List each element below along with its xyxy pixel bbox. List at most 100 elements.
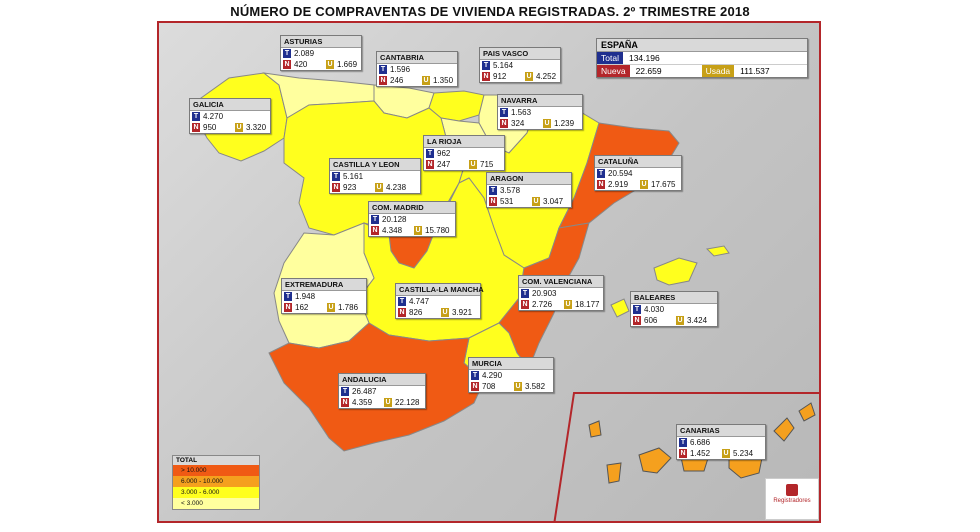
- logo-mark-icon: [786, 484, 798, 496]
- usada-tag: U: [514, 382, 522, 391]
- nueva-tag: N: [489, 197, 497, 206]
- registradores-logo: Registradores: [765, 478, 819, 520]
- region-nueva-value: 1.452: [690, 449, 711, 458]
- region-shape-canarias-6[interactable]: [773, 417, 795, 442]
- nueva-tag: N: [341, 398, 349, 407]
- region-shape-baleares-menorca[interactable]: [705, 245, 730, 257]
- region-shape-canarias-2[interactable]: [606, 462, 622, 484]
- region-usada-value: 1.669: [337, 60, 358, 69]
- region-total-row: T 6.686: [677, 437, 765, 448]
- usada-tag: U: [375, 183, 383, 192]
- region-nueva-value: 923: [343, 183, 357, 192]
- region-box-murcia: MURCIA T 4.290 N 708 U 3.582: [468, 357, 554, 393]
- region-usada-value: 1.239: [554, 119, 575, 128]
- region-name: CANTABRIA: [377, 52, 457, 64]
- espana-total-label: Total: [597, 52, 623, 64]
- legend: TOTAL > 10.000 6.000 - 10.000 3.000 - 6.…: [172, 455, 260, 510]
- usada-tag: U: [384, 398, 392, 407]
- region-shape-canarias-7[interactable]: [798, 402, 816, 422]
- region-total-row: T 4.030: [631, 304, 717, 315]
- region-total-row: T 962: [424, 148, 504, 159]
- region-total-value: 26.487: [352, 387, 377, 396]
- total-tag: T: [426, 149, 434, 158]
- region-nueva-usada-row: N 826 U 3.921: [396, 307, 480, 318]
- region-name: GALICIA: [190, 99, 270, 111]
- region-shape-baleares-mallorca[interactable]: [653, 257, 698, 286]
- region-shape-canarias-3[interactable]: [638, 447, 672, 474]
- region-box-madrid: COM. MADRID T 20.128 N 4.348 U 15.780: [368, 201, 456, 237]
- canarias-inset-border: [553, 392, 819, 521]
- region-usada-value: 1.786: [338, 303, 359, 312]
- region-total-value: 1.948: [295, 292, 316, 301]
- region-total-row: T 1.596: [377, 64, 457, 75]
- region-total-row: T 4.270: [190, 111, 270, 122]
- map-title: NÚMERO DE COMPRAVENTAS DE VIVIENDA REGIS…: [230, 4, 750, 19]
- total-tag: T: [332, 172, 340, 181]
- region-box-canarias: CANARIAS T 6.686 N 1.452 U 5.234: [676, 424, 766, 460]
- region-name: PAIS VASCO: [480, 48, 560, 60]
- region-nueva-usada-row: N 923 U 4.238: [330, 182, 420, 193]
- region-shape-canarias-1[interactable]: [588, 420, 602, 438]
- espana-title: ESPAÑA: [597, 39, 807, 52]
- usada-tag: U: [543, 119, 551, 128]
- region-name: COM. VALENCIANA: [519, 276, 603, 288]
- region-box-asturias: ASTURIAS T 2.089 N 420 U 1.669: [280, 35, 362, 71]
- region-nueva-usada-row: N 246 U 1.350: [377, 75, 457, 86]
- region-nueva-value: 4.359: [352, 398, 373, 407]
- usada-tag: U: [422, 76, 430, 85]
- total-tag: T: [482, 61, 490, 70]
- region-total-row: T 20.594: [595, 168, 681, 179]
- region-total-value: 4.290: [482, 371, 503, 380]
- total-tag: T: [597, 169, 605, 178]
- nueva-tag: N: [471, 382, 479, 391]
- legend-item: 6.000 - 10.000: [173, 476, 259, 487]
- region-box-navarra: NAVARRA T 1.563 N 324 U 1.239: [497, 94, 583, 130]
- region-usada-value: 4.252: [536, 72, 557, 81]
- legend-item: > 10.000: [173, 465, 259, 476]
- region-box-cantabria: CANTABRIA T 1.596 N 246 U 1.350: [376, 51, 458, 87]
- region-nueva-usada-row: N 324 U 1.239: [498, 118, 582, 129]
- region-total-row: T 4.747: [396, 296, 480, 307]
- region-shape-baleares-ibiza[interactable]: [610, 298, 630, 318]
- region-usada-value: 5.234: [733, 449, 754, 458]
- region-total-value: 20.128: [382, 215, 407, 224]
- region-total-value: 5.164: [493, 61, 514, 70]
- total-tag: T: [341, 387, 349, 396]
- nueva-tag: N: [379, 76, 387, 85]
- nueva-tag: N: [426, 160, 434, 169]
- legend-item: 3.000 - 6.000: [173, 487, 259, 498]
- usada-tag: U: [676, 316, 684, 325]
- region-nueva-usada-row: N 4.348 U 15.780: [369, 225, 455, 236]
- region-usada-value: 3.424: [687, 316, 708, 325]
- region-box-castilla-y-leon: CASTILLA Y LEON T 5.161 N 923 U 4.238: [329, 158, 421, 194]
- total-tag: T: [283, 49, 291, 58]
- region-total-row: T 1.948: [282, 291, 366, 302]
- region-total-value: 5.161: [343, 172, 364, 181]
- region-total-row: T 20.128: [369, 214, 455, 225]
- region-total-row: T 5.164: [480, 60, 560, 71]
- usada-tag: U: [525, 72, 533, 81]
- espana-nueva-value: 22.659: [635, 66, 662, 76]
- region-nueva-value: 246: [390, 76, 404, 85]
- region-nueva-value: 4.348: [382, 226, 403, 235]
- nueva-tag: N: [283, 60, 291, 69]
- espana-nueva-usada-row: Nueva 22.659 Usada 111.537: [597, 65, 807, 77]
- espana-total-value: 134.196: [628, 53, 660, 63]
- region-nueva-value: 826: [409, 308, 423, 317]
- region-box-extremadura: EXTREMADURA T 1.948 N 162 U 1.786: [281, 278, 367, 314]
- nueva-tag: N: [284, 303, 292, 312]
- total-tag: T: [398, 297, 406, 306]
- region-name: LA RIOJA: [424, 136, 504, 148]
- region-nueva-value: 606: [644, 316, 658, 325]
- region-usada-value: 1.350: [433, 76, 454, 85]
- region-total-value: 2.089: [294, 49, 315, 58]
- region-nueva-usada-row: N 912 U 4.252: [480, 71, 560, 82]
- region-box-valencia: COM. VALENCIANA T 20.903 N 2.726 U 18.177: [518, 275, 604, 311]
- region-total-row: T 5.161: [330, 171, 420, 182]
- usada-tag: U: [235, 123, 243, 132]
- region-total-row: T 2.089: [281, 48, 361, 59]
- region-nueva-usada-row: N 708 U 3.582: [469, 381, 553, 392]
- total-tag: T: [284, 292, 292, 301]
- total-tag: T: [500, 108, 508, 117]
- espana-summary: ESPAÑA Total 134.196 Nueva 22.659 Usada …: [596, 38, 808, 78]
